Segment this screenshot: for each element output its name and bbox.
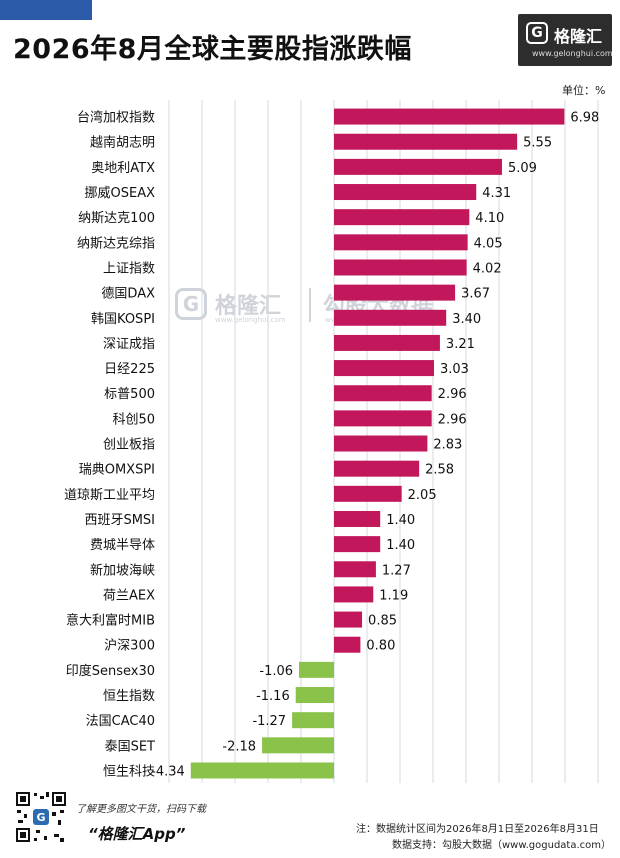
value-label: 1.40 (386, 538, 415, 553)
category-label: 纳斯达克综指 (77, 236, 155, 251)
category-label: 沪深300 (104, 638, 155, 654)
bar (334, 108, 565, 125)
category-label: 德国DAX (101, 287, 155, 302)
value-label: 5.55 (523, 136, 552, 151)
value-label: 3.67 (461, 287, 490, 302)
svg-text:G: G (36, 811, 45, 824)
footnote-source: 数据支持：勾股大数据（www.gogudata.com） (392, 840, 612, 851)
bar (334, 611, 363, 628)
value-label: 2.83 (433, 438, 462, 453)
bar (334, 586, 374, 603)
unit-label: 单位：% (562, 84, 606, 97)
logo-name: 格隆汇 (554, 27, 603, 46)
value-label: 3.40 (452, 312, 481, 327)
bar (334, 385, 432, 402)
category-label: 新加坡海峡 (90, 562, 155, 578)
promo-line-1: 了解更多图文干货，扫码下载 (76, 804, 206, 815)
footnote-period: 注：数据统计区间为2026年8月1日至2026年8月31日 (356, 824, 599, 835)
category-label: 道琼斯工业平均 (64, 488, 155, 503)
category-label: 西班牙SMSI (84, 513, 155, 528)
category-label: 标普500 (104, 387, 155, 402)
category-label: 意大利富时MIB (66, 613, 155, 629)
category-label: 瑞典OMXSPI (79, 463, 155, 478)
value-labels: 6.98 5.55 5.09 4.31 4.10 4.05 4.02 3.67 3.40 3.21… (151, 111, 599, 780)
bar (295, 687, 334, 704)
value-label: -1.06 (259, 664, 293, 679)
value-label: -1.16 (256, 689, 290, 704)
value-label: 2.96 (438, 412, 467, 427)
category-label: 科创50 (112, 412, 155, 427)
bar (334, 284, 456, 301)
top-accent-band (0, 0, 92, 20)
bar (299, 661, 334, 678)
category-label: 印度Sensex30 (66, 663, 155, 679)
value-label: 4.31 (482, 186, 511, 201)
category-label: 越南胡志明 (90, 135, 155, 151)
category-label: 台湾加权指数 (77, 110, 155, 126)
bar (334, 360, 434, 377)
category-label: 上证指数 (103, 261, 155, 276)
qr-code-icon[interactable]: G (14, 790, 68, 844)
value-label: 2.58 (425, 463, 454, 478)
bar (334, 510, 381, 527)
bar (334, 259, 467, 276)
bar (334, 561, 376, 578)
bar (334, 334, 440, 351)
value-label: 6.98 (570, 111, 599, 126)
logo-g-icon: G (526, 22, 548, 44)
value-label: 1.40 (386, 513, 415, 528)
bars (190, 108, 565, 779)
value-label: -2.18 (222, 739, 256, 754)
value-label: 3.03 (440, 362, 469, 377)
category-label: 挪威OSEAX (85, 186, 156, 201)
category-label: 韩国KOSPI (91, 312, 155, 327)
promo-app-name: “格隆汇App” (88, 825, 186, 843)
bar (334, 133, 518, 150)
bar (334, 435, 428, 452)
value-label: 2.96 (438, 387, 467, 402)
logo-url: www.gelonghui.com (532, 49, 613, 58)
category-label: 费城半导体 (90, 538, 155, 553)
category-label: 深证成指 (103, 337, 155, 352)
category-label: 恒生指数 (103, 689, 155, 704)
value-label: -4.34 (151, 764, 185, 779)
value-label: 5.09 (508, 161, 537, 176)
value-label: -1.27 (252, 714, 286, 729)
bar (334, 636, 361, 653)
bar (334, 158, 502, 175)
bar (334, 536, 381, 553)
bar (334, 410, 432, 427)
category-label: 法国CAC40 (86, 714, 155, 729)
value-label: 2.05 (408, 488, 437, 503)
value-label: 4.10 (475, 211, 504, 226)
value-label: 1.27 (382, 563, 411, 578)
category-label: 荷兰AEX (103, 588, 155, 603)
value-label: 1.19 (379, 588, 408, 603)
value-label: 3.21 (446, 337, 475, 352)
chart-title: 2026年8月全球主要股指涨跌幅 (13, 34, 412, 65)
brand-logo: G 格隆汇 www.gelonghui.com (518, 14, 613, 66)
bar (334, 309, 447, 326)
bar (292, 712, 334, 729)
bar (334, 209, 470, 226)
value-label: 0.85 (368, 614, 397, 629)
bar (334, 234, 468, 251)
category-label: 恒生科技 (103, 764, 155, 779)
bar (334, 485, 402, 502)
bar (190, 762, 334, 779)
category-label: 泰国SET (105, 739, 155, 754)
category-label: 创业板指 (103, 438, 155, 453)
value-label: 4.05 (474, 236, 503, 251)
value-label: 0.80 (366, 639, 395, 654)
bar (262, 737, 334, 754)
category-label: 日经225 (104, 362, 155, 377)
category-label: 奥地利ATX (91, 161, 155, 176)
bar (334, 460, 420, 477)
bar (334, 184, 477, 201)
value-label: 4.02 (473, 261, 502, 276)
category-label: 纳斯达克100 (78, 211, 155, 226)
